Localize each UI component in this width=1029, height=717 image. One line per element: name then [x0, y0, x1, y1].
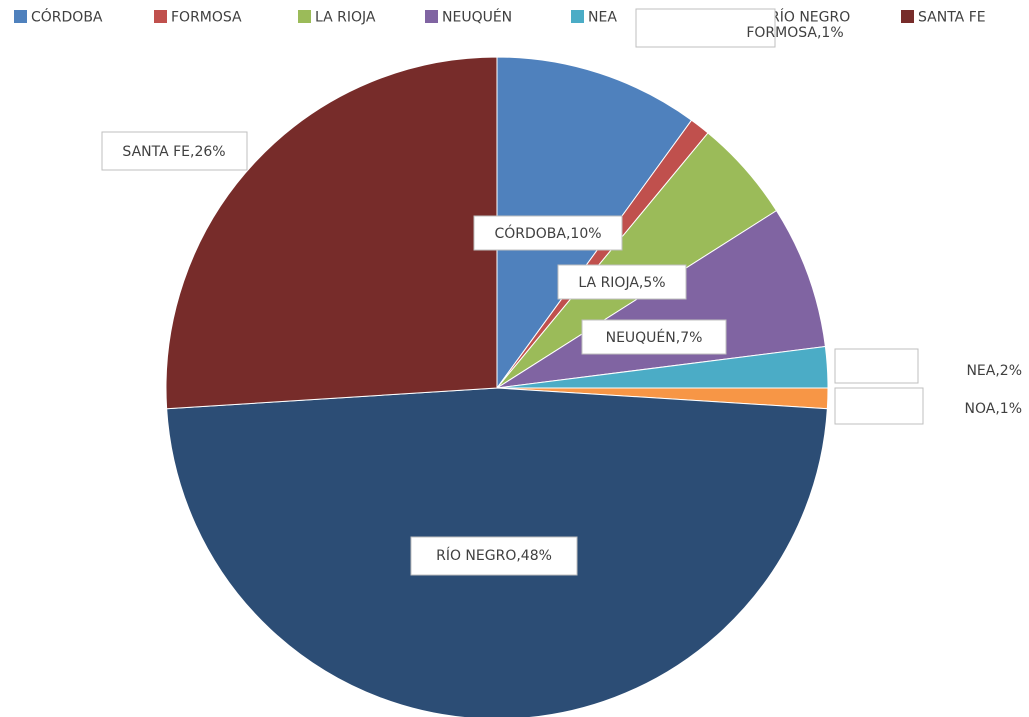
data-label-rio-negro: RÍO NEGRO,48%: [436, 547, 552, 564]
legend-swatch-formosa: [154, 10, 167, 23]
legend-label-neuquen: NEUQUÉN: [442, 9, 512, 26]
data-label-box-santa-fe: [101, 131, 248, 171]
legend-swatch-santa-fe: [901, 10, 914, 23]
legend-label-formosa: FORMOSA: [171, 10, 242, 26]
data-label-box-la-rioja: [557, 264, 687, 300]
legend-label-santa-fe: SANTA FE: [918, 10, 986, 26]
legend-swatch-la-rioja: [298, 10, 311, 23]
data-label-formosa: FORMOSA,1%: [746, 25, 843, 41]
legend-label-rio-negro: RÍO NEGRO: [770, 9, 850, 26]
data-label-box-cordoba: [473, 215, 623, 251]
data-label-santa-fe: SANTA FE,26%: [122, 144, 225, 160]
data-label-box-formosa: [635, 8, 776, 48]
data-label-la-rioja: LA RIOJA,5%: [578, 275, 665, 291]
data-label-box-nea: [834, 348, 919, 384]
data-label-box-noa: [834, 387, 924, 425]
data-label-nea: NEA,2%: [966, 363, 1022, 379]
pie-slice-santa-fe: [165, 56, 498, 410]
data-label-cordoba: CÓRDOBA,10%: [494, 224, 601, 242]
legend-swatch-nea: [571, 10, 584, 23]
legend-label-nea: NEA: [588, 10, 617, 26]
data-labels: CÓRDOBA,10% FORMOSA,1% LA RIOJA,5% NEUQUÉN,…: [101, 8, 1022, 576]
legend-swatch-cordoba: [14, 10, 27, 23]
pie-slices: [165, 56, 829, 717]
data-label-box-neuquen: [581, 319, 727, 355]
legend-swatch-neuquen: [425, 10, 438, 23]
data-label-neuquen: NEUQUÉN,7%: [606, 329, 703, 346]
legend-label-cordoba: CÓRDOBA: [31, 8, 103, 26]
legend-label-la-rioja: LA RIOJA: [315, 10, 376, 26]
data-label-box-rio-negro: [410, 536, 578, 576]
data-label-noa: NOA,1%: [965, 401, 1022, 417]
